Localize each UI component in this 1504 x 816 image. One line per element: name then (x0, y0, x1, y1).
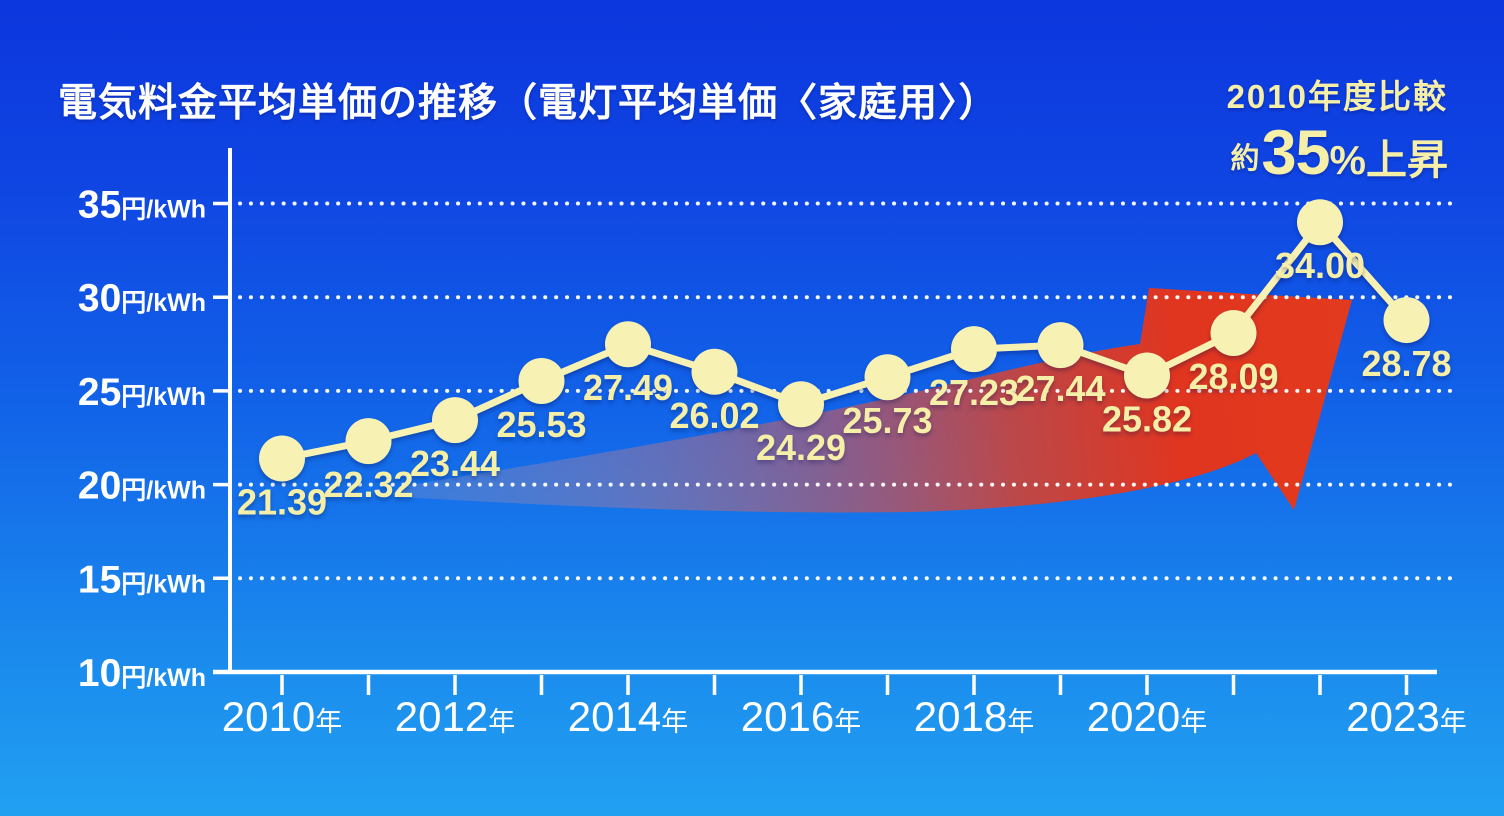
data-label-2011: 22.32 (323, 464, 413, 505)
value-labels-layer: 21.3922.3223.4425.5327.4926.0224.2925.73… (237, 245, 1452, 522)
data-label-2022: 34.00 (1275, 245, 1365, 286)
y-axis-label-10: 10円/kWh (78, 652, 206, 695)
callout-percent-value: 35 (1261, 118, 1330, 188)
chart-title: 電気料金平均単価の推移（電灯平均単価〈家庭用〉） (58, 82, 999, 125)
data-point-2013 (518, 357, 565, 404)
data-point-2010 (259, 435, 305, 482)
data-label-2013: 25.53 (496, 404, 586, 445)
x-axis-label-2014: 2014年 (568, 693, 688, 740)
callout-approx-label: 約 (1230, 143, 1260, 175)
series-layer (259, 199, 1430, 482)
data-label-2023: 28.78 (1361, 343, 1451, 384)
y-axis-label-15: 15円/kWh (78, 558, 206, 601)
axes-layer (213, 148, 1437, 695)
axis-labels-layer: 10円/kWh 15円/kWh 20円/kWh 25円/kWh 30円/kWh 35円/k… (78, 184, 1467, 741)
x-axis-label-2012: 2012年 (395, 693, 515, 740)
data-point-2023 (1383, 297, 1430, 344)
data-label-2018: 27.23 (929, 372, 1019, 413)
callout-baseline-year: 2010年度比較 (1226, 78, 1448, 115)
y-axis-label-30: 30円/kWh (78, 277, 206, 320)
data-point-2015 (691, 348, 738, 395)
data-label-2020: 25.82 (1102, 399, 1192, 440)
data-point-2017 (864, 354, 911, 401)
callout-increase: 約35%上昇 (1227, 120, 1448, 186)
x-axis-label-2010: 2010年 (222, 693, 342, 740)
data-point-2011 (345, 418, 392, 465)
y-axis-label-20: 20円/kWh (78, 465, 206, 508)
data-point-2019 (1037, 322, 1084, 369)
x-axis-label-2023: 2023年 (1346, 693, 1466, 740)
data-label-2015: 26.02 (669, 395, 759, 436)
data-point-2014 (605, 321, 651, 368)
trend-up-arrow (398, 288, 1352, 513)
callout-percent-suffix: %上昇 (1329, 137, 1448, 183)
data-point-2021 (1210, 309, 1257, 356)
data-point-2016 (778, 381, 824, 428)
data-point-2022 (1297, 199, 1343, 246)
x-axis-label-2018: 2018年 (914, 693, 1034, 740)
data-label-2012: 23.44 (410, 443, 500, 484)
comparison-callout: 2010年度比較 約35%上昇 (1227, 70, 1448, 186)
x-axis-label-2020: 2020年 (1087, 693, 1207, 740)
y-axis-label-35: 35円/kWh (78, 184, 206, 227)
data-label-2014: 27.49 (583, 367, 673, 408)
data-label-2021: 28.09 (1188, 356, 1278, 397)
data-point-2018 (951, 326, 997, 373)
data-label-2010: 21.39 (237, 482, 327, 523)
x-axis-label-2016: 2016年 (741, 693, 861, 740)
data-label-2016: 24.29 (756, 427, 846, 468)
data-label-2019: 27.44 (1015, 368, 1105, 409)
data-point-2012 (432, 397, 478, 444)
data-point-2020 (1124, 352, 1170, 399)
y-axis-label-25: 25円/kWh (78, 371, 206, 414)
data-label-2017: 25.73 (842, 400, 932, 441)
